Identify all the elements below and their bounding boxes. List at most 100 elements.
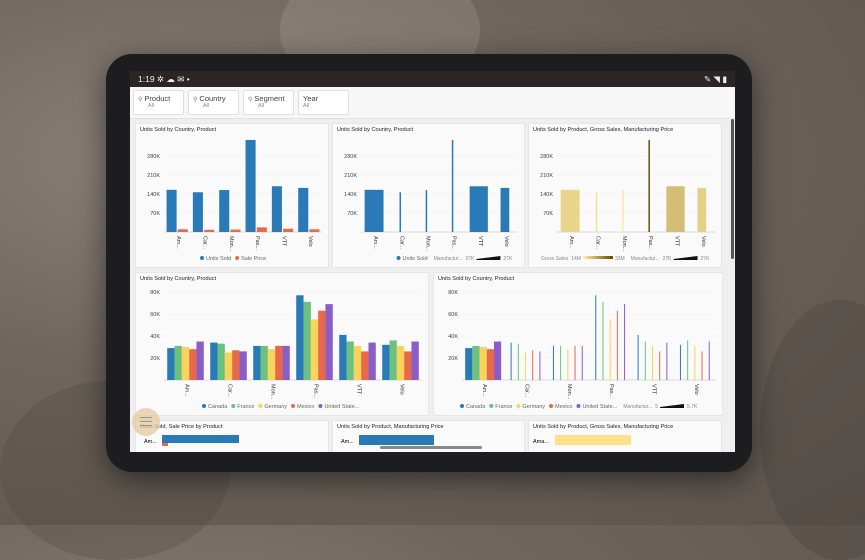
- chart-card-country-grouped[interactable]: Units Sold by Country, Product 20K 40K 60K 8…: [135, 272, 429, 416]
- legend-label: United State...: [324, 404, 359, 410]
- x-tick-label: Pas...: [647, 236, 653, 251]
- legend-label: France: [237, 404, 254, 410]
- filter-segment[interactable]: ⚲ Segment All: [243, 90, 294, 115]
- chart-svg: 20K 40K 60K 80K Am... Car... Mon... Pas... VTT Ve…: [150, 290, 422, 410]
- legend-label: Units Sold: [403, 256, 428, 262]
- filter-value: All: [148, 103, 155, 109]
- x-tick-label: Car...: [595, 236, 601, 250]
- legend-label: Sale Price: [241, 256, 266, 262]
- bar-vtt: [666, 186, 685, 232]
- bar-am: [493, 341, 502, 380]
- y-tick-label: 20K: [150, 356, 160, 362]
- bar-car: [239, 351, 247, 380]
- x-tick-label: VTT: [281, 236, 287, 247]
- legend-marker: [396, 256, 401, 260]
- bar-am: [479, 347, 487, 380]
- bar-car: [232, 350, 240, 380]
- chart-card-gross-sales[interactable]: Units Sold by Product, Gross Sales, Manu…: [528, 123, 722, 268]
- chart-title: Units Sold, Sale Price by Product: [140, 424, 223, 430]
- legend-max: 33M: [615, 256, 625, 262]
- legend-marker: [231, 404, 236, 408]
- bar-am: [174, 345, 182, 380]
- chart-card-bottom-1[interactable]: Units Sold, Sale Price by Product Am...: [135, 420, 329, 452]
- filter-product[interactable]: ⚲ Product All: [133, 90, 184, 115]
- legend-marker: [202, 404, 206, 408]
- y-tick-label: 70K: [543, 211, 553, 217]
- menu-button[interactable]: [132, 408, 160, 436]
- legend-marker: [516, 404, 521, 408]
- bar-velo: [382, 344, 390, 380]
- legend-min: 5: [655, 404, 658, 410]
- x-tick-label: Mon...: [621, 236, 627, 252]
- legend-label: Mexico: [555, 404, 572, 410]
- color-scale: [606, 256, 610, 259]
- legend-label: Manufactur...: [434, 256, 463, 262]
- bar-vtt: [469, 186, 488, 232]
- bar-mon: [219, 190, 230, 232]
- home-indicator[interactable]: [380, 446, 482, 449]
- legend-marker: [291, 404, 296, 408]
- filter-label: Country: [199, 94, 226, 103]
- x-tick-label: Car...: [202, 236, 208, 250]
- legend-marker: [258, 404, 263, 408]
- pin-icon: ⚲: [193, 97, 198, 103]
- legend-label: Manufactur...: [631, 256, 660, 262]
- category-label: Am...: [341, 439, 354, 445]
- filter-value: All: [203, 103, 210, 109]
- chart-title: Units Sold by Product, Gross Sales, Manu…: [533, 424, 674, 430]
- y-tick-label: 210K: [344, 173, 357, 179]
- legend-label: France: [495, 404, 512, 410]
- filter-value: All: [258, 103, 265, 109]
- bar-pas: [602, 301, 604, 380]
- bar-vtt: [652, 345, 653, 380]
- bar: [555, 435, 631, 445]
- bar-pas: [325, 304, 333, 380]
- bar-vtt: [659, 351, 661, 380]
- scrollbar[interactable]: [731, 119, 734, 259]
- bar-vtt: [271, 186, 282, 232]
- x-tick-label: Mon...: [566, 384, 572, 400]
- x-tick-label: Am...: [184, 384, 190, 397]
- x-tick-label: Velo: [307, 236, 313, 247]
- color-scale: [597, 256, 601, 259]
- bar-velo: [298, 187, 309, 232]
- filter-country[interactable]: ⚲ Country All: [188, 90, 239, 115]
- bar-velo: [694, 345, 696, 380]
- bar-mon: [275, 345, 283, 380]
- bar-am: [560, 189, 580, 232]
- legend-label: Canada: [466, 404, 486, 410]
- bar-am: [181, 347, 190, 380]
- bar-velo: [500, 187, 510, 232]
- pin-icon: ⚲: [138, 97, 143, 103]
- bar-mon: [253, 345, 261, 380]
- chart-title: Units Sold by Country, Product: [140, 127, 217, 133]
- bar-car: [192, 192, 203, 232]
- bar-am: [166, 189, 177, 232]
- chart-card-units-sale-price[interactable]: Units Sold by Country, Product 70K 140K 210…: [135, 123, 329, 268]
- x-tick-label: Mon...: [228, 236, 234, 252]
- chart-title: Units Sold by Country, Product: [438, 276, 515, 282]
- bar-velo: [697, 187, 707, 232]
- x-tick-label: Mon...: [424, 236, 430, 252]
- legend-max: 5.7K: [687, 404, 698, 410]
- chart-card-country-grouped-width[interactable]: Units Sold by Country, Product 20K 40K 60K 8…: [433, 272, 723, 416]
- bar-mon: [425, 190, 428, 232]
- x-tick-label: Velo: [399, 384, 405, 395]
- screen: 1:19 ✲ ☁ ✉ • ✎ ◥ ▮ ⚲ Product All ⚲ Country A…: [130, 71, 735, 452]
- chart-svg: 70K 140K 210K 280K Am... Car... Mon... Pas... VT…: [540, 139, 715, 262]
- chart-card-units-mfg-width[interactable]: Units Sold by Country, Product 70K 140K 210…: [332, 123, 525, 268]
- bar-velo: [411, 341, 419, 380]
- legend-label: Canada: [208, 404, 228, 410]
- filter-bar: ⚲ Product All ⚲ Country All ⚲ Segment All Year…: [130, 87, 735, 119]
- y-tick-label: 280K: [344, 154, 357, 160]
- chart-card-bottom-3[interactable]: Units Sold by Product, Gross Sales, Manu…: [528, 420, 722, 452]
- filter-year[interactable]: Year All: [298, 90, 349, 115]
- chart-card-bottom-2[interactable]: Units Sold by Product, Manufacturing Pri…: [332, 420, 525, 452]
- width-scale: [476, 256, 501, 260]
- chart-svg: 70K 140K 210K 280K Am... Car... Mon... Pas... VT…: [147, 139, 322, 262]
- x-tick-label: Pas...: [313, 384, 319, 399]
- y-tick-label: 140K: [147, 192, 160, 198]
- legend-marker: [200, 256, 204, 260]
- bar-pas: [303, 301, 311, 380]
- color-scale: [582, 256, 586, 259]
